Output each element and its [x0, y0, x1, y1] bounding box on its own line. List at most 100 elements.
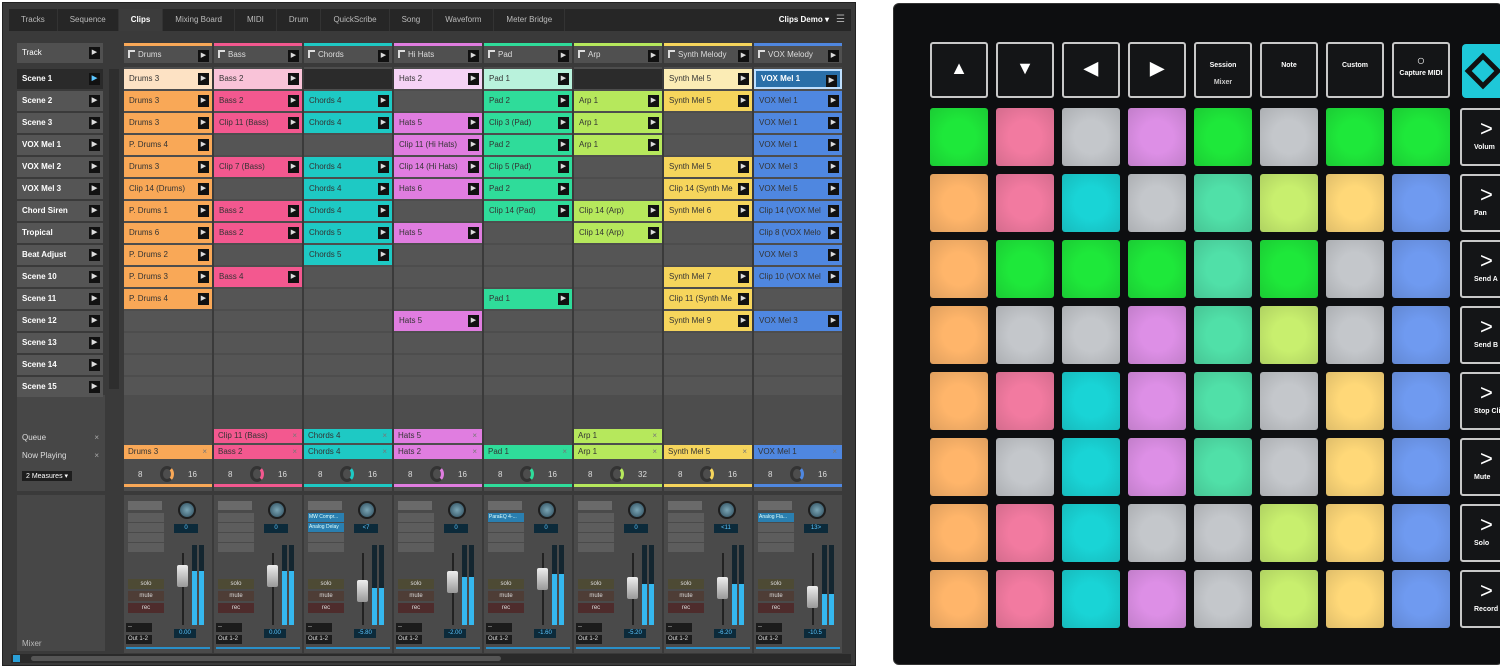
cancel-queue-icon[interactable]: × — [382, 431, 387, 440]
insert-slot[interactable] — [758, 543, 794, 552]
empty-clip-slot[interactable] — [124, 377, 212, 397]
grid-pad[interactable] — [930, 108, 988, 166]
tab-midi[interactable]: MIDI — [235, 9, 277, 31]
scene-launch-icon[interactable]: ▶ — [89, 359, 100, 371]
grid-pad[interactable] — [1326, 306, 1384, 364]
clip-slot[interactable]: Drums 3 ▶ — [124, 113, 212, 133]
track-header[interactable]: Hi Hats ▶ — [394, 43, 482, 63]
clip-launch-icon[interactable]: ▶ — [468, 227, 479, 239]
now-playing-clip[interactable]: Arp 1 × — [574, 445, 662, 459]
play-icon[interactable]: ▶ — [89, 47, 100, 59]
clip-slot[interactable]: P. Drums 2 ▶ — [124, 245, 212, 265]
grid-pad[interactable] — [1326, 108, 1384, 166]
scene-launch-icon[interactable]: ▶ — [89, 337, 100, 349]
grid-pad[interactable] — [930, 372, 988, 430]
top-button[interactable]: ◀ — [1062, 42, 1120, 98]
mute-button[interactable]: mute — [668, 591, 704, 601]
tab-mixing-board[interactable]: Mixing Board — [163, 9, 235, 31]
loop-knob-icon[interactable] — [340, 466, 354, 482]
stop-clip-icon[interactable]: × — [742, 447, 747, 456]
clip-launch-icon[interactable]: ▶ — [378, 249, 389, 261]
pan-value[interactable]: 0 — [534, 524, 558, 533]
track-play-icon[interactable]: ▶ — [378, 50, 389, 62]
grid-pad[interactable] — [996, 306, 1054, 364]
insert-slot[interactable] — [128, 543, 164, 552]
grid-pad[interactable] — [996, 240, 1054, 298]
empty-clip-slot[interactable] — [484, 311, 572, 331]
clip-slot[interactable]: P. Drums 1 ▶ — [124, 201, 212, 221]
clip-launch-icon[interactable]: ▶ — [468, 139, 479, 151]
solo-button[interactable]: solo — [668, 579, 704, 589]
clip-slot[interactable]: P. Drums 4 ▶ — [124, 135, 212, 155]
grid-pad[interactable] — [1392, 174, 1450, 232]
clip-slot[interactable]: Synth Mel 5 ▶ — [664, 69, 752, 89]
empty-clip-slot[interactable] — [484, 267, 572, 287]
clip-launch-icon[interactable]: ▶ — [558, 73, 569, 85]
tab-tracks[interactable]: Tracks — [9, 9, 58, 31]
grid-pad[interactable] — [996, 570, 1054, 628]
empty-clip-slot[interactable] — [664, 355, 752, 375]
tab-quickscribe[interactable]: QuickScribe — [321, 9, 390, 31]
grid-pad[interactable] — [930, 570, 988, 628]
empty-clip-slot[interactable] — [484, 223, 572, 243]
volume-fader[interactable] — [267, 565, 278, 587]
clip-launch-icon[interactable]: ▶ — [738, 95, 749, 107]
loop-knob-icon[interactable] — [610, 466, 624, 482]
empty-clip-slot[interactable] — [214, 245, 302, 265]
pan-knob[interactable] — [178, 501, 196, 519]
grid-pad[interactable] — [1128, 372, 1186, 430]
track-play-icon[interactable]: ▶ — [288, 50, 299, 62]
empty-clip-slot[interactable] — [394, 289, 482, 309]
scene-row[interactable]: Scene 1 ▶ — [17, 69, 103, 89]
volume-value[interactable]: -6.20 — [714, 629, 736, 638]
volume-value[interactable]: -5.80 — [354, 629, 376, 638]
volume-value[interactable]: 0.00 — [174, 629, 196, 638]
clip-launch-icon[interactable]: ▶ — [828, 249, 839, 261]
clip-slot[interactable]: Arp 1 ▶ — [574, 113, 662, 133]
empty-clip-slot[interactable] — [304, 333, 392, 353]
loop-length-control[interactable]: 8 16 — [754, 463, 842, 487]
empty-clip-slot[interactable] — [484, 333, 572, 353]
grid-pad[interactable] — [996, 438, 1054, 496]
pan-knob[interactable] — [538, 501, 556, 519]
clip-slot[interactable]: VOX Mel 1 ▶ — [754, 69, 842, 89]
now-playing-clip[interactable]: Drums 3 × — [124, 445, 212, 459]
insert-slot[interactable] — [308, 543, 344, 552]
empty-clip-slot[interactable] — [124, 311, 212, 331]
mute-button[interactable]: mute — [488, 591, 524, 601]
clip-slot[interactable]: Pad 2 ▶ — [484, 179, 572, 199]
grid-pad[interactable] — [930, 438, 988, 496]
clip-slot[interactable]: Clip 5 (Pad) ▶ — [484, 157, 572, 177]
insert-slot[interactable] — [578, 513, 614, 522]
scene-launch-icon[interactable]: ▶ — [89, 271, 100, 283]
empty-clip-slot[interactable] — [304, 377, 392, 397]
solo-button[interactable]: solo — [758, 579, 794, 589]
pan-knob[interactable] — [718, 501, 736, 519]
menu-icon[interactable]: ☰ — [836, 14, 845, 25]
clip-slot[interactable]: Bass 2 ▶ — [214, 91, 302, 111]
queued-clip[interactable]: Hats 5 × — [394, 429, 482, 443]
loop-length-control[interactable]: 8 16 — [394, 463, 482, 487]
clip-launch-icon[interactable]: ▶ — [558, 161, 569, 173]
clip-launch-icon[interactable]: ▶ — [558, 183, 569, 195]
empty-clip-slot[interactable] — [304, 289, 392, 309]
insert-slot[interactable] — [578, 533, 614, 542]
clip-slot[interactable]: Clip 11 (Bass) ▶ — [214, 113, 302, 133]
clip-launch-icon[interactable]: ▶ — [738, 293, 749, 305]
clip-launch-icon[interactable]: ▶ — [198, 205, 209, 217]
clip-launch-icon[interactable]: ▶ — [288, 117, 299, 129]
solo-button[interactable]: solo — [218, 579, 254, 589]
clip-slot[interactable]: Bass 2 ▶ — [214, 201, 302, 221]
insert-slot[interactable] — [398, 533, 434, 542]
clip-launch-icon[interactable]: ▶ — [738, 183, 749, 195]
clip-slot[interactable]: Drums 3 ▶ — [124, 91, 212, 111]
tab-song[interactable]: Song — [390, 9, 434, 31]
grid-pad[interactable] — [996, 108, 1054, 166]
pan-knob[interactable] — [808, 501, 826, 519]
clip-slot[interactable]: Clip 14 (Arp) ▶ — [574, 201, 662, 221]
measures-dropdown[interactable]: 2 Measures ▾ — [22, 471, 73, 481]
scene-row[interactable]: Chord Siren ▶ — [17, 201, 103, 221]
clip-slot[interactable]: Synth Mel 6 ▶ — [664, 201, 752, 221]
grid-pad[interactable] — [1194, 240, 1252, 298]
grid-pad[interactable] — [1194, 570, 1252, 628]
